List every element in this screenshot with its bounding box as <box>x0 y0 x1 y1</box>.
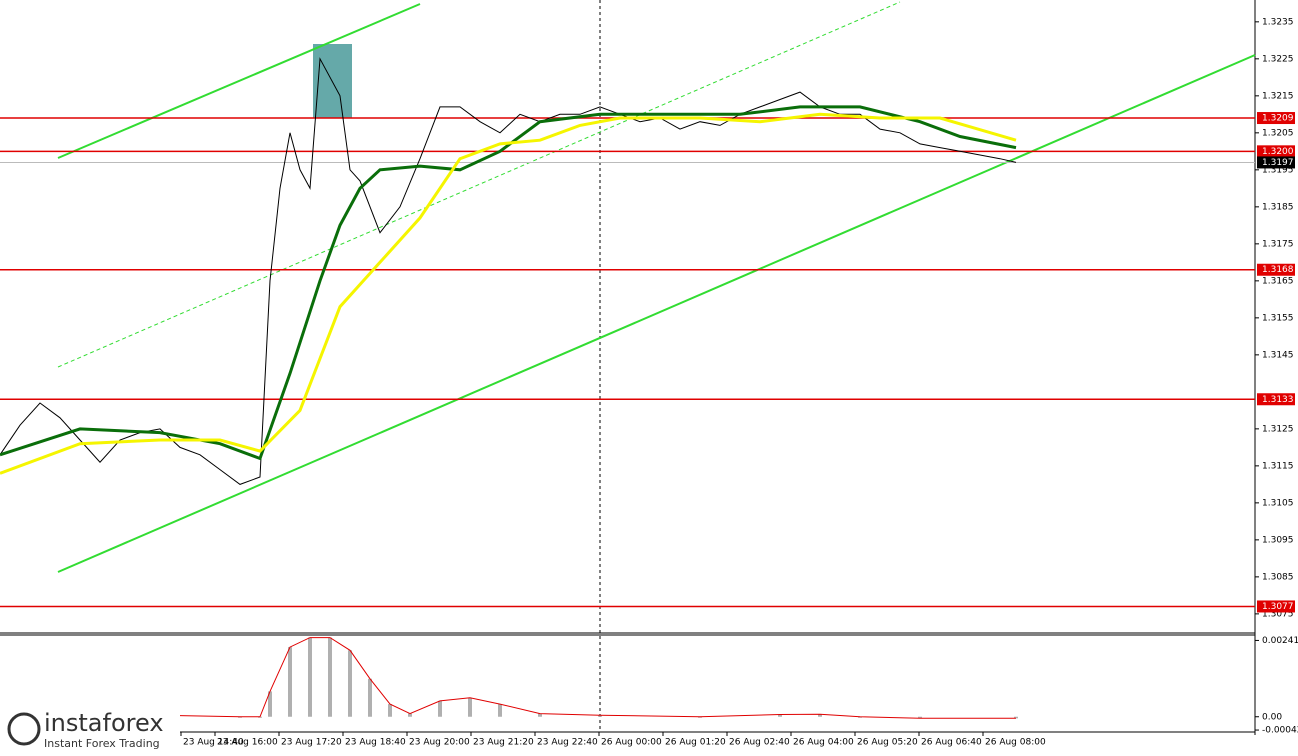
y-tick-label: 1.3145 <box>1262 350 1294 360</box>
series-line <box>0 57 1017 485</box>
y-tick-label: 1.3195 <box>1262 165 1294 175</box>
osc-bar <box>268 691 272 717</box>
y-tick-label: 1.3075 <box>1262 609 1294 619</box>
osc-bar <box>918 716 922 719</box>
osc-bar <box>438 700 442 717</box>
osc-bar <box>778 714 782 717</box>
osc-bar <box>538 713 542 717</box>
channel-midline <box>57 1 901 368</box>
osc-bar <box>468 697 472 717</box>
y-tick-label: 1.3235 <box>1262 17 1294 27</box>
osc-bar <box>308 637 312 717</box>
level-label: 1.3077 <box>1262 602 1294 612</box>
x-tick-label: 23 Aug 16:00 <box>217 738 278 748</box>
osc-tick-label: -0.00042 <box>1262 726 1298 736</box>
osc-bar <box>598 715 602 717</box>
level-tag <box>1257 393 1295 406</box>
y-tick-label: 1.3105 <box>1262 498 1294 508</box>
current-price-tag <box>1257 156 1295 169</box>
y-tick-label: 1.3115 <box>1262 461 1294 471</box>
osc-bar <box>368 678 372 717</box>
logo-icon <box>7 712 41 746</box>
x-tick-label: 23 Aug 18:40 <box>345 738 406 748</box>
channel-line <box>57 3 421 159</box>
osc-tick-label: 0.00 <box>1262 712 1282 722</box>
osc-bar <box>1014 716 1018 719</box>
x-tick-label: 23 Aug 21:20 <box>473 738 534 748</box>
level-tag <box>1257 600 1295 613</box>
osc-bar <box>408 713 412 717</box>
plot: 1.3235 1.3225 1.3215 1.3205 1.3195 1.3185 1.31… <box>0 17 1298 748</box>
level-tag <box>1257 112 1295 125</box>
osc-bar <box>328 637 332 717</box>
level-label: 1.3209 <box>1262 114 1294 124</box>
y-tick-label: 1.3215 <box>1262 91 1294 101</box>
series-line <box>0 105 1017 461</box>
level-tag <box>1257 263 1295 276</box>
y-tick-label: 1.3125 <box>1262 424 1294 434</box>
x-tick-label: 26 Aug 06:40 <box>921 738 982 748</box>
y-tick-label: 1.3205 <box>1262 128 1294 138</box>
x-tick-label: 26 Aug 00:00 <box>601 738 662 748</box>
osc-bar <box>818 714 822 717</box>
y-tick-label: 1.3155 <box>1262 313 1294 323</box>
osc-bar <box>388 704 392 717</box>
osc-bar <box>288 647 292 717</box>
y-tick-label: 1.3185 <box>1262 202 1294 212</box>
level-label: 1.3133 <box>1262 395 1294 405</box>
level-label: 1.3200 <box>1262 147 1294 157</box>
osc-signal <box>0 637 1016 719</box>
x-tick-label: 26 Aug 04:00 <box>793 738 854 748</box>
x-tick-label: 26 Aug 08:00 <box>985 738 1046 748</box>
series-line <box>0 112 1017 475</box>
logo-name: instaforex <box>44 709 164 737</box>
y-tick-label: 1.3175 <box>1262 239 1294 249</box>
x-tick-label: 23 Aug 17:20 <box>281 738 342 748</box>
osc-bar <box>498 704 502 717</box>
y-tick-label: 1.3085 <box>1262 572 1294 582</box>
x-tick-label: 26 Aug 02:40 <box>729 738 790 748</box>
x-tick-label: 23 Aug 22:40 <box>537 738 598 748</box>
y-tick-label: 1.3095 <box>1262 535 1294 545</box>
logo-tagline: Instant Forex Trading <box>44 737 160 750</box>
current-price-label: 1.3197 <box>1262 158 1294 168</box>
x-tick-label: 26 Aug 05:20 <box>857 738 918 748</box>
y-tick-label: 1.3225 <box>1262 54 1294 64</box>
level-tag <box>1257 145 1295 158</box>
y-tick-label: 1.3165 <box>1262 276 1294 286</box>
channel-line <box>57 54 1256 573</box>
x-tick-label: 26 Aug 01:20 <box>665 738 726 748</box>
x-tick-label: 23 Aug 20:00 <box>409 738 470 748</box>
osc-tick-label: 0.00241 <box>1262 636 1298 646</box>
osc-bar <box>348 650 352 717</box>
x-tick-label: 23 Aug 14:40 <box>183 738 244 748</box>
level-label: 1.3168 <box>1262 265 1294 275</box>
